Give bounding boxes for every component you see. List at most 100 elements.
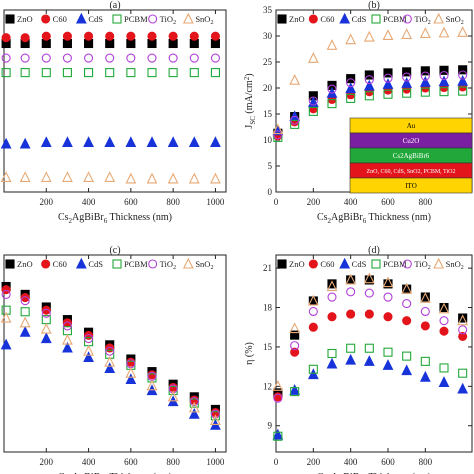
data-point-tio2 — [364, 75, 374, 85]
data-point-tio2 — [84, 333, 94, 344]
legend-label: PCBM — [383, 259, 407, 269]
data-point-sno2 — [345, 33, 357, 45]
x-tick-label: 600 — [124, 457, 138, 467]
data-point-sno2 — [146, 379, 158, 391]
data-point-cds — [167, 136, 179, 148]
data-point-tio2 — [327, 292, 337, 302]
data-point-cds — [83, 136, 94, 148]
legend-marker-c60 — [41, 259, 51, 269]
data-point-sno2 — [104, 355, 116, 367]
data-point-pcbm — [327, 99, 337, 109]
data-point-cds — [188, 136, 200, 148]
legend-label: TiO2 — [160, 259, 176, 271]
data-point-sno2 — [125, 366, 137, 378]
legend-marker-pcbm — [112, 259, 122, 269]
data-point-cds — [363, 79, 375, 91]
data-point-cds — [272, 428, 284, 440]
legend-label: C60 — [53, 14, 67, 24]
legend-marker-tio2 — [402, 259, 412, 269]
data-point-c60 — [402, 316, 412, 326]
panel-tag: (a) — [109, 0, 120, 11]
data-point-c60 — [147, 31, 157, 41]
data-point-cds — [382, 359, 394, 370]
data-point-tio2 — [308, 306, 318, 317]
data-point-cds — [19, 137, 31, 149]
data-point-c60 — [41, 305, 51, 315]
data-point-tio2 — [20, 53, 30, 63]
data-point-zno — [383, 279, 393, 289]
x-tick-label: 1000 — [206, 197, 225, 207]
data-point-tio2 — [402, 299, 412, 309]
legend-label: PCBM — [124, 259, 148, 269]
data-point-tio2 — [290, 115, 300, 125]
x-tick-label: 0 — [274, 457, 279, 467]
inset-layer-label: Au — [407, 122, 416, 130]
data-point-tio2 — [308, 96, 318, 106]
data-point-cds — [210, 136, 221, 148]
panel-d: (d) 0 200 400 600 800 9 12 15 18 21 Cs2AgBiBr6 Thic… — [244, 245, 473, 474]
legend-label: TiO2 — [414, 259, 430, 271]
y-tick-label: 21 — [263, 263, 272, 273]
legend-marker-zno — [277, 14, 287, 24]
data-point-cds — [146, 136, 158, 148]
panel-tag: (c) — [109, 245, 120, 256]
data-point-c60 — [20, 33, 30, 43]
data-point-sno2 — [62, 333, 73, 345]
y-tick-label: 18 — [263, 303, 273, 313]
x-tick-label: 200 — [307, 457, 321, 467]
data-point-cds — [289, 384, 301, 395]
data-point-pcbm — [383, 347, 393, 357]
data-point-zno — [458, 313, 468, 323]
legend-marker-zno — [277, 259, 287, 269]
data-point-zno — [458, 65, 468, 75]
data-point-cds — [125, 373, 137, 385]
data-point-c60 — [189, 31, 199, 41]
x-tick-label: 600 — [381, 457, 395, 467]
data-point-tio2 — [383, 292, 393, 302]
data-point-sno2 — [272, 380, 284, 391]
data-point-c60 — [105, 31, 115, 41]
panel-c: (c) 200 400 600 800 1000 Cs2AgBiBr6 Thickness … — [0, 245, 227, 474]
data-point-sno2 — [307, 52, 319, 63]
data-point-tio2 — [420, 71, 430, 81]
data-point-c60 — [1, 285, 11, 295]
legend-label: TiO2 — [160, 14, 176, 26]
data-point-tio2 — [420, 306, 430, 317]
data-point-cds — [19, 325, 31, 337]
data-point-sno2 — [419, 27, 431, 38]
data-point-pcbm — [439, 87, 449, 97]
data-point-tio2 — [346, 287, 356, 297]
plot-frame — [3, 254, 227, 453]
data-point-sno2 — [188, 172, 200, 184]
data-point-sno2 — [419, 292, 431, 303]
data-point-tio2 — [1, 53, 11, 63]
data-point-tio2 — [210, 53, 220, 63]
data-point-tio2 — [189, 397, 199, 407]
data-point-sno2 — [401, 282, 413, 294]
legend-marker-cds — [75, 12, 87, 24]
inset-layer-label: ZnO, C60, CdS, SnO2, PCBM, TiO2 — [366, 169, 455, 175]
data-point-tio2 — [84, 53, 94, 63]
x-tick-label: 400 — [82, 457, 96, 467]
data-point-pcbm — [420, 356, 430, 366]
x-tick-label: 800 — [166, 197, 180, 207]
y-tick-label: 25 — [263, 57, 273, 67]
y-tick-label: 12 — [263, 381, 272, 391]
data-point-sno2 — [19, 171, 31, 182]
x-axis-label: Cs2AgBiBr6 Thickness (nm) — [58, 212, 172, 225]
x-tick-label: 600 — [124, 197, 138, 207]
data-point-pcbm — [458, 86, 468, 96]
data-point-c60 — [383, 312, 393, 322]
data-point-c60 — [62, 31, 72, 41]
data-point-tio2 — [41, 53, 51, 63]
data-point-pcbm — [346, 343, 356, 353]
data-point-cds — [0, 338, 12, 350]
x-tick-label: 400 — [344, 457, 358, 467]
legend-marker-sno2 — [182, 257, 194, 269]
data-point-zno — [364, 70, 374, 80]
data-point-cds — [457, 75, 469, 86]
data-point-c60 — [20, 293, 30, 303]
data-point-pcbm — [147, 68, 157, 78]
legend-marker-tio2 — [148, 259, 158, 269]
data-point-pcbm — [364, 343, 374, 353]
